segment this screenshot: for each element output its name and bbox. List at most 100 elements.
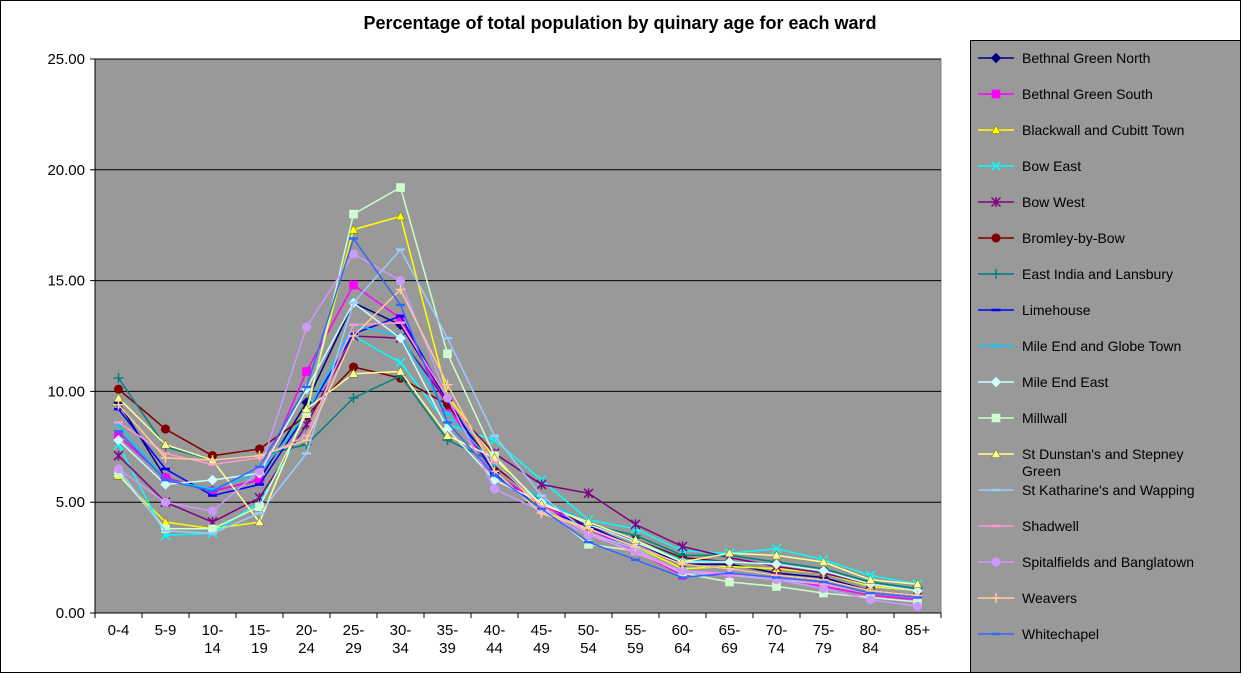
data-point-marker (207, 474, 218, 486)
y-axis: 0.00 5.00 10.00 15.00 20.00 25.00 (47, 51, 96, 622)
data-point-marker (160, 452, 171, 463)
data-point-marker (113, 450, 124, 461)
data-point-marker (301, 322, 312, 332)
legend-label: Limehouse (1022, 302, 1091, 318)
legend-label: Spitalfields and Banglatown (1022, 554, 1194, 570)
legend-label: Weavers (1022, 590, 1077, 606)
data-point-marker (583, 488, 594, 499)
x-tick-label: 5-9 (155, 622, 177, 639)
legend-entry: East India and Lansbury (978, 266, 1173, 282)
data-point-marker (113, 373, 124, 384)
data-point-marker (865, 574, 876, 584)
series-14 (113, 249, 923, 611)
data-point-marker (990, 160, 1002, 172)
x-tick-label: 60-64 (672, 622, 694, 657)
x-tick-label: 45-49 (531, 622, 553, 657)
x-tick-label: 30-34 (390, 622, 412, 657)
data-point-marker (991, 124, 1001, 134)
legend-entry: Weavers (978, 590, 1077, 606)
x-axis: 0-4 5-9 10-14 15-19 20-24 25-29 30-34 35-39 40-4… (94, 612, 942, 657)
data-point-marker (160, 424, 171, 434)
data-point-marker (990, 196, 1002, 208)
data-point-marker (536, 479, 547, 490)
plot-area (94, 58, 942, 614)
legend-label: St Dunstan's and Stepney Green (1022, 446, 1183, 479)
data-point-marker (348, 393, 359, 403)
legend-box (970, 40, 1241, 673)
data-point-marker (771, 550, 782, 560)
series-line (117, 301, 918, 592)
gridlines (95, 58, 941, 503)
legend-entry: Mile End and Globe Town (978, 338, 1181, 354)
legend-entry: Mile End East (978, 374, 1108, 390)
series-line (117, 335, 918, 592)
legend-label: Mile End East (1022, 374, 1108, 390)
legend-label: East India and Lansbury (1022, 266, 1173, 282)
data-point-marker (990, 52, 1002, 64)
legend-entry: Bethnal Green South (978, 86, 1153, 102)
legend-label: Bromley-by-Bow (1022, 230, 1126, 246)
data-point-marker (990, 376, 1002, 388)
data-point-marker (113, 464, 124, 474)
data-point-marker (113, 434, 124, 446)
data-point-marker (991, 233, 1001, 243)
data-point-marker (349, 280, 358, 290)
x-tick-label: 25-29 (343, 622, 365, 657)
legend-entry: Blackwall and Cubitt Town (978, 122, 1184, 138)
data-point-marker (302, 367, 311, 376)
x-tick-label: 70-74 (766, 622, 788, 657)
data-point-marker (160, 479, 171, 490)
data-point-marker (818, 584, 829, 594)
data-point-marker (349, 209, 358, 219)
data-point-marker (348, 224, 359, 234)
data-point-marker (254, 450, 265, 461)
legend-entry: Bethnal Green North (978, 50, 1150, 66)
data-point-marker (991, 557, 1001, 567)
data-point-marker (991, 413, 1001, 423)
legend-entry: Bow West (978, 194, 1085, 210)
x-tick-label: 15-19 (249, 622, 271, 657)
legend-label: Shadwell (1022, 518, 1079, 534)
data-point-marker (489, 435, 500, 446)
data-point-marker (442, 379, 453, 390)
data-point-marker (912, 601, 923, 611)
y-tick-label: 10.00 (47, 383, 85, 400)
data-point-marker (395, 333, 406, 344)
legend-entry: Bow East (978, 158, 1081, 174)
data-point-marker (991, 269, 1001, 279)
data-point-marker (301, 435, 312, 446)
data-point-marker (254, 517, 265, 526)
data-point-marker (160, 497, 171, 507)
legend-label: Whitechapel (1022, 626, 1099, 642)
y-tick-label: 0.00 (56, 605, 85, 622)
data-point-marker (771, 543, 782, 554)
x-tick-label: 85+ (905, 622, 931, 639)
legend-label: St Katharine's and Wapping (1022, 482, 1195, 498)
data-point-marker (395, 284, 406, 295)
legend-entry: Bromley-by-Bow (978, 230, 1126, 246)
chart-title: Percentage of total population by quinar… (363, 13, 876, 33)
data-point-marker (630, 541, 641, 552)
data-point-marker (771, 559, 782, 570)
x-tick-label: 0-4 (108, 622, 130, 639)
data-point-marker (301, 404, 312, 413)
legend-entry: St Dunstan's and Stepney Green (978, 446, 1183, 479)
data-point-marker (677, 541, 688, 552)
data-point-marker (348, 368, 359, 378)
legend-entry: Whitechapel (978, 626, 1099, 642)
data-point-marker (442, 393, 453, 403)
y-tick-label: 15.00 (47, 273, 85, 290)
data-point-marker (396, 183, 405, 192)
data-point-marker (991, 448, 1001, 458)
data-point-marker (724, 548, 735, 558)
data-point-marker (395, 276, 406, 286)
series-layer (113, 183, 923, 611)
data-point-marker (677, 559, 688, 570)
data-point-marker (818, 557, 829, 566)
legend-entry: Spitalfields and Banglatown (978, 554, 1194, 570)
data-point-marker (348, 249, 359, 259)
series-line (117, 370, 918, 585)
data-point-marker (395, 211, 406, 221)
x-tick-label: 80-84 (860, 622, 882, 657)
x-tick-label: 35-39 (437, 622, 459, 657)
